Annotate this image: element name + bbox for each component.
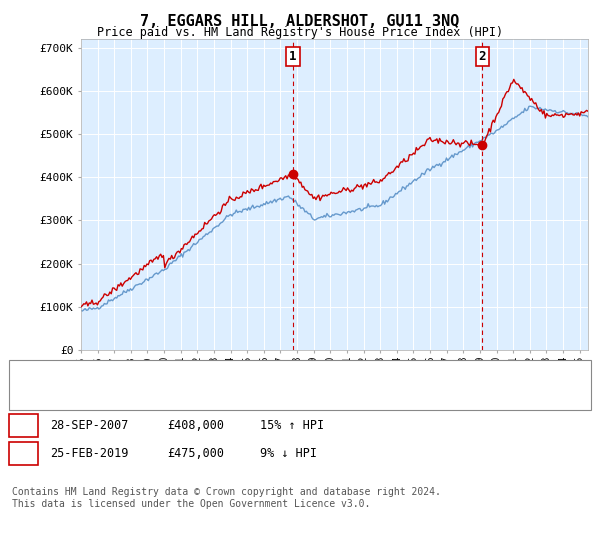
Text: 1: 1 (20, 419, 27, 432)
Text: Contains HM Land Registry data © Crown copyright and database right 2024.
This d: Contains HM Land Registry data © Crown c… (12, 487, 441, 509)
Text: 2: 2 (479, 50, 486, 63)
Text: 2: 2 (20, 447, 27, 460)
Text: Price paid vs. HM Land Registry's House Price Index (HPI): Price paid vs. HM Land Registry's House … (97, 26, 503, 39)
Text: £475,000: £475,000 (167, 447, 224, 460)
Text: 7, EGGARS HILL, ALDERSHOT, GU11 3NQ: 7, EGGARS HILL, ALDERSHOT, GU11 3NQ (140, 14, 460, 29)
Text: 1: 1 (289, 50, 296, 63)
Text: 9% ↓ HPI: 9% ↓ HPI (260, 447, 317, 460)
Text: 28-SEP-2007: 28-SEP-2007 (50, 419, 128, 432)
Text: 7, EGGARS HILL, ALDERSHOT, GU11 3NQ (detached house): 7, EGGARS HILL, ALDERSHOT, GU11 3NQ (det… (63, 370, 414, 380)
Text: £408,000: £408,000 (167, 419, 224, 432)
Text: HPI: Average price, detached house, Rushmoor: HPI: Average price, detached house, Rush… (63, 389, 360, 399)
Text: 15% ↑ HPI: 15% ↑ HPI (260, 419, 324, 432)
Text: 25-FEB-2019: 25-FEB-2019 (50, 447, 128, 460)
